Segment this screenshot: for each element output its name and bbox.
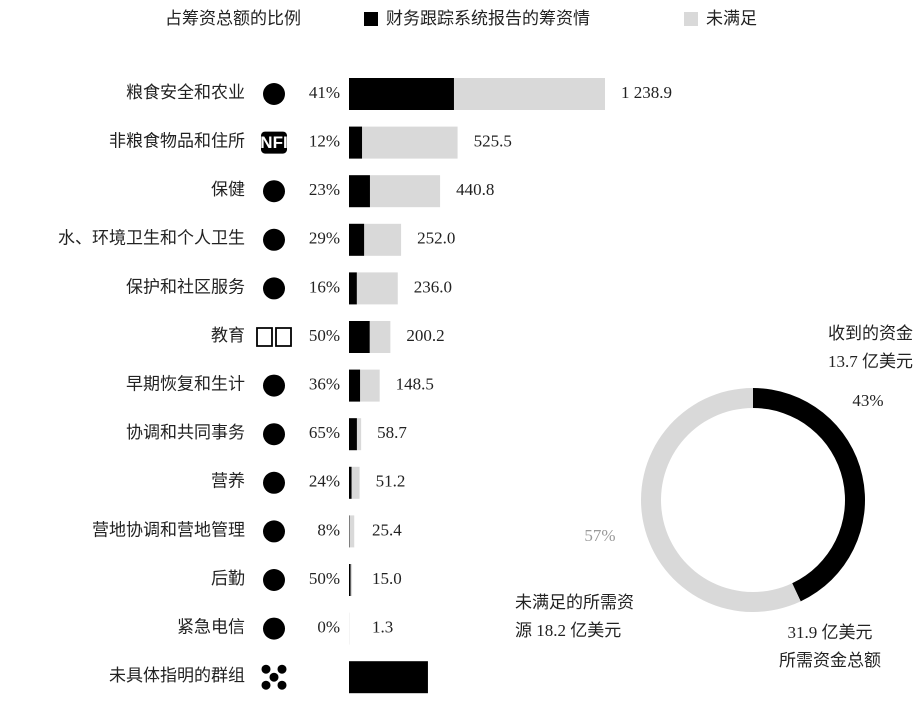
legend-funded: 财务跟踪系统报告的筹资情 [386, 9, 590, 28]
pct-label: 16% [309, 277, 340, 296]
icon-shape [270, 673, 279, 682]
donut-slice [641, 388, 801, 612]
category-label: 保护和社区服务 [126, 277, 245, 296]
donut-pct: 57% [584, 526, 615, 545]
icon-shape [263, 520, 285, 542]
pct-label: 50% [309, 326, 340, 345]
icon-shape [263, 472, 285, 494]
value-label: 25.4 [372, 520, 402, 539]
pct-label: 0% [317, 618, 340, 637]
category-icon [263, 83, 285, 105]
value-label: 236.0 [414, 277, 452, 296]
category-label: 教育 [211, 326, 245, 345]
category-icon [263, 569, 285, 591]
pct-label: 12% [309, 132, 340, 151]
category-label: 水、环境卫生和个人卫生 [58, 229, 245, 248]
value-label: 252.0 [417, 229, 455, 248]
icon-shape [263, 569, 285, 591]
icon-shape [263, 618, 285, 640]
pct-label: 41% [309, 83, 340, 102]
icon-shape [257, 328, 291, 346]
category-label: 营养 [211, 472, 245, 491]
value-label: 525.5 [474, 132, 512, 151]
icon-shape [262, 681, 271, 690]
category-label: 营地协调和营地管理 [92, 520, 245, 539]
category-label: 协调和共同事务 [126, 423, 245, 442]
category-label: 保健 [211, 180, 245, 199]
category-label: 未具体指明的群组 [109, 666, 245, 685]
donut-label: 收到的资金 [828, 324, 913, 343]
category-icon [263, 618, 285, 640]
category-icon [263, 180, 285, 202]
value-label: 58.7 [377, 423, 407, 442]
bar-funded [349, 224, 364, 256]
pct-label: 36% [309, 375, 340, 394]
icon-shape [262, 665, 271, 674]
donut-label: 13.7 亿美元 [828, 352, 913, 371]
category-icon [263, 375, 285, 397]
category-label: 非粮食物品和住所 [109, 132, 245, 151]
category-label: 后勤 [211, 569, 245, 588]
category-label: 紧急电信 [177, 618, 245, 637]
category-icon [263, 472, 285, 494]
icon-shape [263, 83, 285, 105]
bar-funded [349, 370, 360, 402]
bar-funded [349, 418, 357, 450]
value-label: 440.8 [456, 180, 494, 199]
category-icon [262, 665, 287, 690]
donut-label: 所需资金总额 [779, 651, 881, 670]
donut-pct: 43% [852, 391, 883, 410]
category-icon [263, 229, 285, 251]
bar-funded [349, 321, 370, 353]
donut-label: 源 18.2 亿美元 [515, 621, 621, 640]
legend-unmet: 未满足 [706, 9, 757, 28]
bar-funded [349, 661, 428, 693]
bar-unmet [349, 127, 458, 159]
bar-unmet [349, 515, 354, 547]
bar-funded [349, 467, 352, 499]
pct-label: 29% [309, 229, 340, 248]
legend-swatch-funded [364, 12, 378, 26]
bar-funded [349, 272, 357, 304]
value-label: 51.2 [376, 472, 406, 491]
value-label: 15.0 [372, 569, 402, 588]
bar-funded [349, 127, 362, 159]
icon-text: NFI [260, 133, 287, 152]
value-label: 148.5 [396, 375, 434, 394]
icon-shape [263, 229, 285, 251]
pct-label: 8% [317, 520, 340, 539]
pct-label: 65% [309, 423, 340, 442]
icon-shape [263, 277, 285, 299]
value-label: 200.2 [406, 326, 444, 345]
icon-shape [263, 423, 285, 445]
icon-shape [278, 681, 287, 690]
value-label: 1.3 [372, 618, 393, 637]
bar-funded [349, 175, 370, 207]
category-label: 粮食安全和农业 [126, 83, 245, 102]
pct-label: 23% [309, 180, 340, 199]
pct-label: 50% [309, 569, 340, 588]
value-label: 1 238.9 [621, 83, 672, 102]
category-icon [257, 328, 291, 346]
icon-shape [263, 375, 285, 397]
category-icon: NFI [260, 132, 287, 154]
donut-label: 31.9 亿美元 [788, 623, 873, 642]
donut-label: 未满足的所需资 [515, 593, 634, 612]
category-icon [263, 277, 285, 299]
legend-pct-header: 占筹资总额的比例 [165, 9, 301, 28]
category-icon [263, 423, 285, 445]
donut-slice [753, 388, 865, 601]
icon-shape [278, 665, 287, 674]
legend-swatch-unmet [684, 12, 698, 26]
pct-label: 24% [309, 472, 340, 491]
bar-funded [349, 564, 351, 596]
category-icon [263, 520, 285, 542]
bar-funded [349, 78, 454, 110]
category-label: 早期恢复和生计 [126, 375, 245, 394]
icon-shape [263, 180, 285, 202]
